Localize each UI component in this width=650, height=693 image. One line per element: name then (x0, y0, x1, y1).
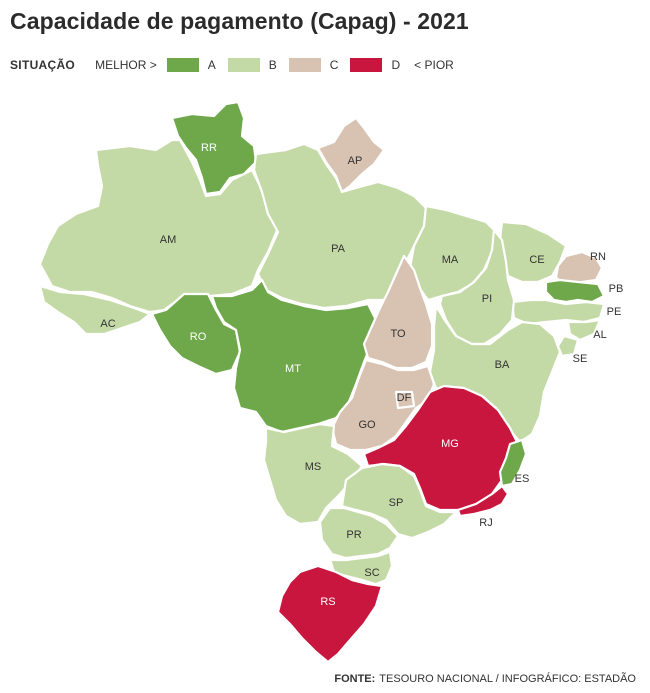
state-ro-label: RO (190, 331, 207, 343)
state-pi-label: PI (482, 293, 492, 305)
state-es-label: ES (515, 473, 530, 485)
state-se-shape (556, 334, 580, 358)
state-rr[interactable]: RR (170, 100, 258, 196)
state-am-shape (38, 138, 280, 314)
state-al-shape (566, 318, 602, 342)
legend-worse-label: < PIOR (414, 58, 454, 72)
state-ba[interactable]: BA (428, 304, 562, 444)
state-to-shape (362, 254, 434, 370)
state-pb-label: PB (609, 283, 624, 295)
state-sp-label: SP (389, 497, 404, 509)
state-rj[interactable]: RJ (456, 484, 510, 529)
state-mg-label: MG (441, 438, 459, 450)
state-am[interactable]: AM (38, 138, 280, 314)
legend-item-a: A (166, 58, 216, 72)
state-pb[interactable]: PB (544, 278, 624, 304)
state-ac-shape (38, 284, 152, 336)
state-rj-label: RJ (479, 517, 492, 529)
state-pa-label: PA (331, 243, 346, 255)
legend-swatch-a (166, 58, 199, 72)
state-sp[interactable]: SP (340, 462, 458, 540)
state-rr-shape (170, 100, 258, 196)
state-mt-label: MT (285, 363, 301, 375)
legend-item-c: C (288, 58, 339, 72)
legend-grade-d: D (391, 58, 401, 72)
legend-grade-a: A (207, 58, 216, 72)
state-rs-label: RS (320, 596, 335, 608)
state-rn[interactable]: RN (554, 250, 606, 286)
state-ms[interactable]: MS (262, 422, 364, 526)
state-rj-shape (456, 484, 510, 518)
state-sp-shape (340, 462, 458, 540)
state-pb-shape (544, 278, 606, 304)
state-pr-shape (318, 506, 400, 560)
legend-better-label: MELHOR > (95, 58, 157, 72)
state-mg[interactable]: MG (362, 384, 520, 512)
state-ce-label: CE (529, 254, 544, 266)
legend-swatch-b (227, 58, 260, 72)
state-rs-shape (276, 564, 384, 664)
state-go-label: GO (358, 419, 376, 431)
state-sc-label: SC (364, 567, 379, 579)
state-ac[interactable]: AC (38, 284, 152, 336)
state-pr-label: PR (346, 529, 361, 541)
state-to-label: TO (390, 328, 406, 340)
state-rn-label: RN (590, 251, 606, 263)
state-rn-shape (554, 250, 604, 286)
legend: SITUAÇÃO MELHOR > A B C D < PIOR (10, 56, 454, 74)
state-rr-label: RR (201, 142, 217, 154)
state-ac-label: AC (100, 318, 115, 330)
state-ma-label: MA (442, 254, 459, 266)
state-al-label: AL (593, 329, 606, 341)
state-mg-shape (362, 384, 520, 512)
state-es[interactable]: ES (498, 438, 530, 488)
state-am-label: AM (160, 234, 177, 246)
state-se-label: SE (573, 353, 588, 365)
source-label: FONTE: (334, 673, 376, 685)
legend-item-b: B (227, 58, 277, 72)
state-ap-label: AP (348, 155, 363, 167)
state-es-shape (498, 438, 528, 488)
state-pe[interactable]: PE (510, 298, 622, 326)
state-ce[interactable]: CE (498, 220, 568, 284)
state-ba-shape (428, 304, 562, 444)
state-df-label: DF (397, 392, 412, 404)
legend-label: SITUAÇÃO (10, 58, 76, 72)
state-se[interactable]: SE (556, 334, 588, 365)
legend-swatch-d (350, 58, 383, 72)
state-pr[interactable]: PR (318, 506, 400, 560)
legend-grade-c: C (329, 58, 339, 72)
state-df[interactable]: DF (394, 390, 416, 410)
state-ba-label: BA (495, 359, 510, 371)
source-credit: FONTE: TESOURO NACIONAL / INFOGRÁFICO: ES… (334, 673, 636, 685)
legend-item-d: D (350, 58, 400, 72)
legend-swatch-c (288, 58, 321, 72)
state-pe-label: PE (607, 306, 622, 318)
source-text: TESOURO NACIONAL / INFOGRÁFICO: ESTADÃO (379, 673, 636, 685)
legend-grade-b: B (268, 58, 277, 72)
state-rs[interactable]: RS (276, 564, 384, 664)
state-to[interactable]: TO (362, 254, 434, 370)
state-ms-label: MS (305, 461, 322, 473)
state-ms-shape (262, 422, 364, 526)
state-df-shape (394, 390, 416, 410)
state-al[interactable]: AL (566, 318, 607, 342)
map-title: Capacidade de pagamento (Capag) - 2021 (10, 8, 469, 34)
